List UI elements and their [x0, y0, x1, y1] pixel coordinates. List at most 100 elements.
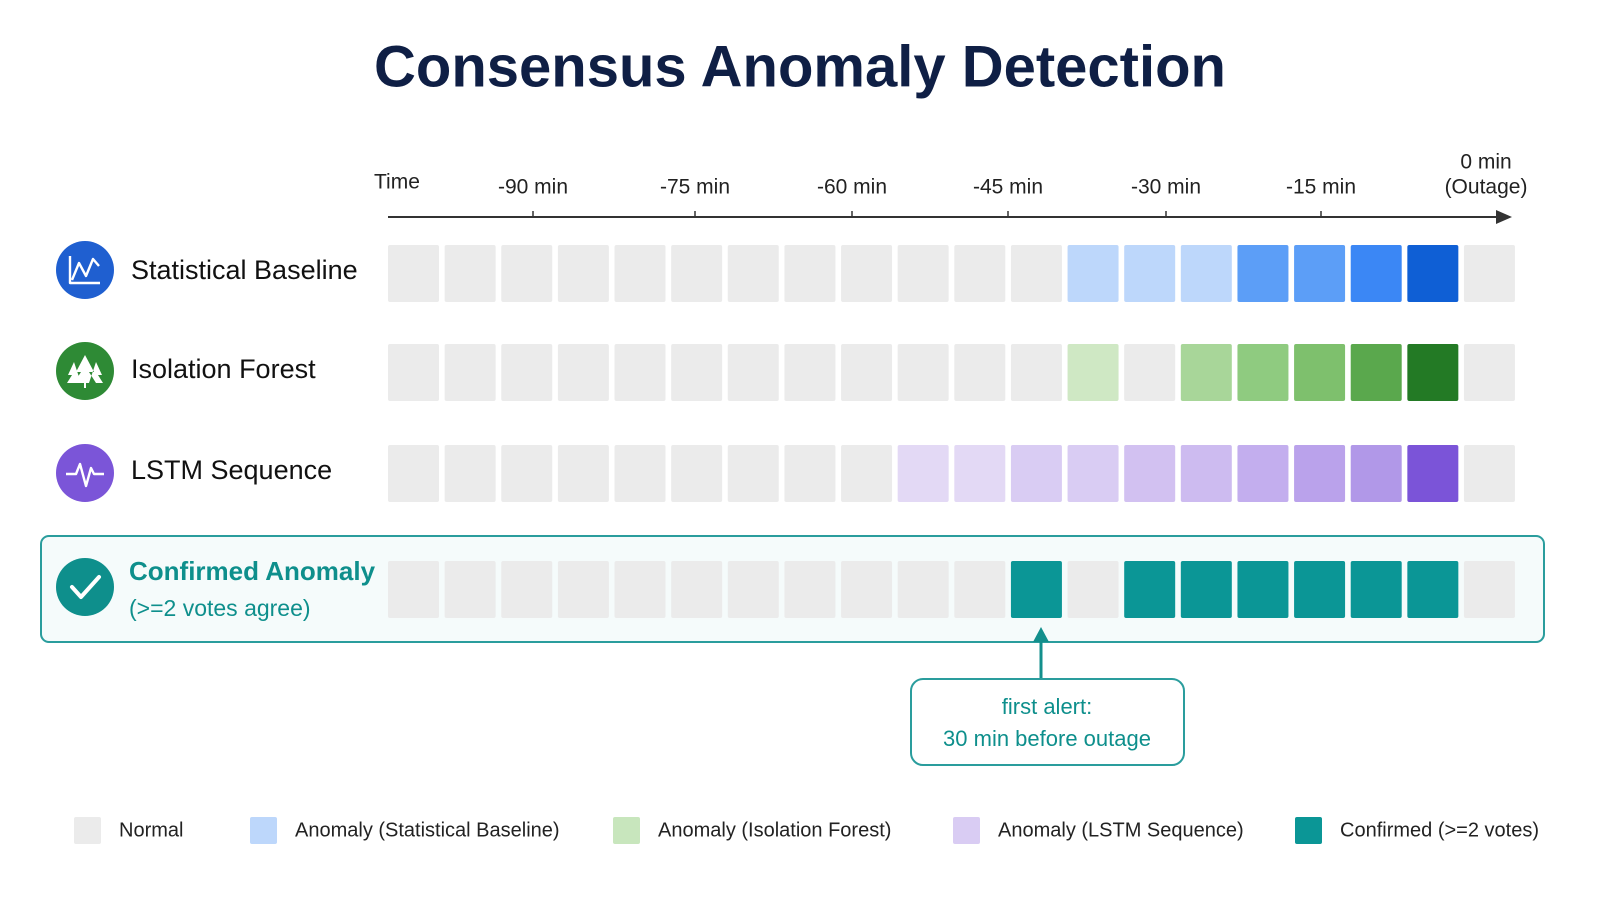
time-cell — [841, 344, 893, 401]
time-cell — [444, 344, 496, 401]
time-cell — [1407, 445, 1459, 502]
confirmed-sublabel: (>=2 votes agree) — [129, 595, 311, 621]
time-cell — [1463, 245, 1515, 302]
time-cell — [614, 245, 666, 302]
time-cell — [1124, 561, 1176, 618]
time-cell — [501, 561, 553, 618]
tick-label: -15 min — [1286, 176, 1356, 199]
row-label: Isolation Forest — [131, 354, 316, 384]
time-cell — [444, 445, 496, 502]
legend-label: Confirmed (>=2 votes) — [1340, 819, 1539, 841]
callout-arrowhead — [1033, 627, 1049, 642]
legend-swatch — [250, 817, 277, 844]
icon-forest — [56, 342, 114, 400]
time-cell — [784, 245, 836, 302]
end-label: 0 min — [1460, 151, 1511, 174]
tick-label: -90 min — [498, 176, 568, 199]
time-cell — [1124, 344, 1176, 401]
time-cell — [1463, 445, 1515, 502]
tick-label: -75 min — [660, 176, 730, 199]
legend-label: Normal — [119, 819, 183, 841]
time-cell — [1294, 344, 1346, 401]
time-cell — [614, 445, 666, 502]
legend-label: Anomaly (Statistical Baseline) — [295, 819, 560, 841]
time-cell — [557, 344, 609, 401]
time-cell — [671, 344, 723, 401]
time-cell — [1067, 445, 1119, 502]
legend-swatch — [1295, 817, 1322, 844]
time-cell — [1180, 245, 1232, 302]
time-cell — [1180, 445, 1232, 502]
time-cell — [1067, 561, 1119, 618]
time-cell — [501, 344, 553, 401]
callout-line: first alert: — [1002, 694, 1092, 719]
time-cell — [897, 245, 949, 302]
time-cell — [614, 344, 666, 401]
tick-label: -30 min — [1131, 176, 1201, 199]
time-cell — [1407, 245, 1459, 302]
time-cell — [1067, 344, 1119, 401]
time-cell — [1124, 245, 1176, 302]
time-cell — [388, 561, 439, 618]
time-cell — [1010, 245, 1062, 302]
time-cell — [1463, 561, 1515, 618]
time-cell — [841, 561, 893, 618]
axis-arrow — [1496, 210, 1512, 224]
time-cell — [501, 445, 553, 502]
time-cell — [1407, 561, 1459, 618]
time-cell — [501, 245, 553, 302]
icon-confirmed — [56, 558, 114, 616]
legend-label: Anomaly (Isolation Forest) — [658, 819, 891, 841]
time-cell — [897, 344, 949, 401]
time-label: Time — [374, 171, 420, 194]
icon-lstm — [56, 444, 114, 502]
time-cell — [784, 561, 836, 618]
time-cell — [1294, 445, 1346, 502]
time-cell — [444, 561, 496, 618]
time-cell — [784, 445, 836, 502]
time-cell — [1237, 445, 1289, 502]
time-cell — [1350, 245, 1402, 302]
time-cell — [784, 344, 836, 401]
time-cell — [954, 561, 1006, 618]
time-cell — [1463, 344, 1515, 401]
time-cell — [388, 445, 439, 502]
time-cell — [727, 445, 779, 502]
time-cell — [727, 245, 779, 302]
row-label: Statistical Baseline — [131, 255, 358, 285]
tick-label: -60 min — [817, 176, 887, 199]
time-cell — [841, 245, 893, 302]
end-label: (Outage) — [1445, 176, 1528, 199]
time-cell — [1010, 561, 1062, 618]
title: Consensus Anomaly Detection — [374, 34, 1226, 99]
confirmed-label: Confirmed Anomaly — [129, 556, 376, 586]
time-cell — [1180, 344, 1232, 401]
icon-statistical — [56, 241, 114, 299]
time-cell — [557, 561, 609, 618]
time-cell — [1010, 445, 1062, 502]
time-cell — [671, 445, 723, 502]
time-cell — [1237, 245, 1289, 302]
callout-line: 30 min before outage — [943, 726, 1151, 751]
tick-label: -45 min — [973, 176, 1043, 199]
time-cell — [614, 561, 666, 618]
time-cell — [1350, 561, 1402, 618]
time-cell — [388, 344, 439, 401]
legend-swatch — [953, 817, 980, 844]
time-cell — [557, 245, 609, 302]
time-cell — [954, 445, 1006, 502]
time-cell — [671, 245, 723, 302]
time-cell — [954, 344, 1006, 401]
time-cell — [444, 245, 496, 302]
time-cell — [954, 245, 1006, 302]
time-cell — [1407, 344, 1459, 401]
row-label: LSTM Sequence — [131, 455, 332, 485]
time-cell — [897, 445, 949, 502]
time-cell — [1124, 445, 1176, 502]
time-cell — [727, 344, 779, 401]
legend-swatch — [613, 817, 640, 844]
time-cell — [841, 445, 893, 502]
time-cell — [388, 245, 439, 302]
